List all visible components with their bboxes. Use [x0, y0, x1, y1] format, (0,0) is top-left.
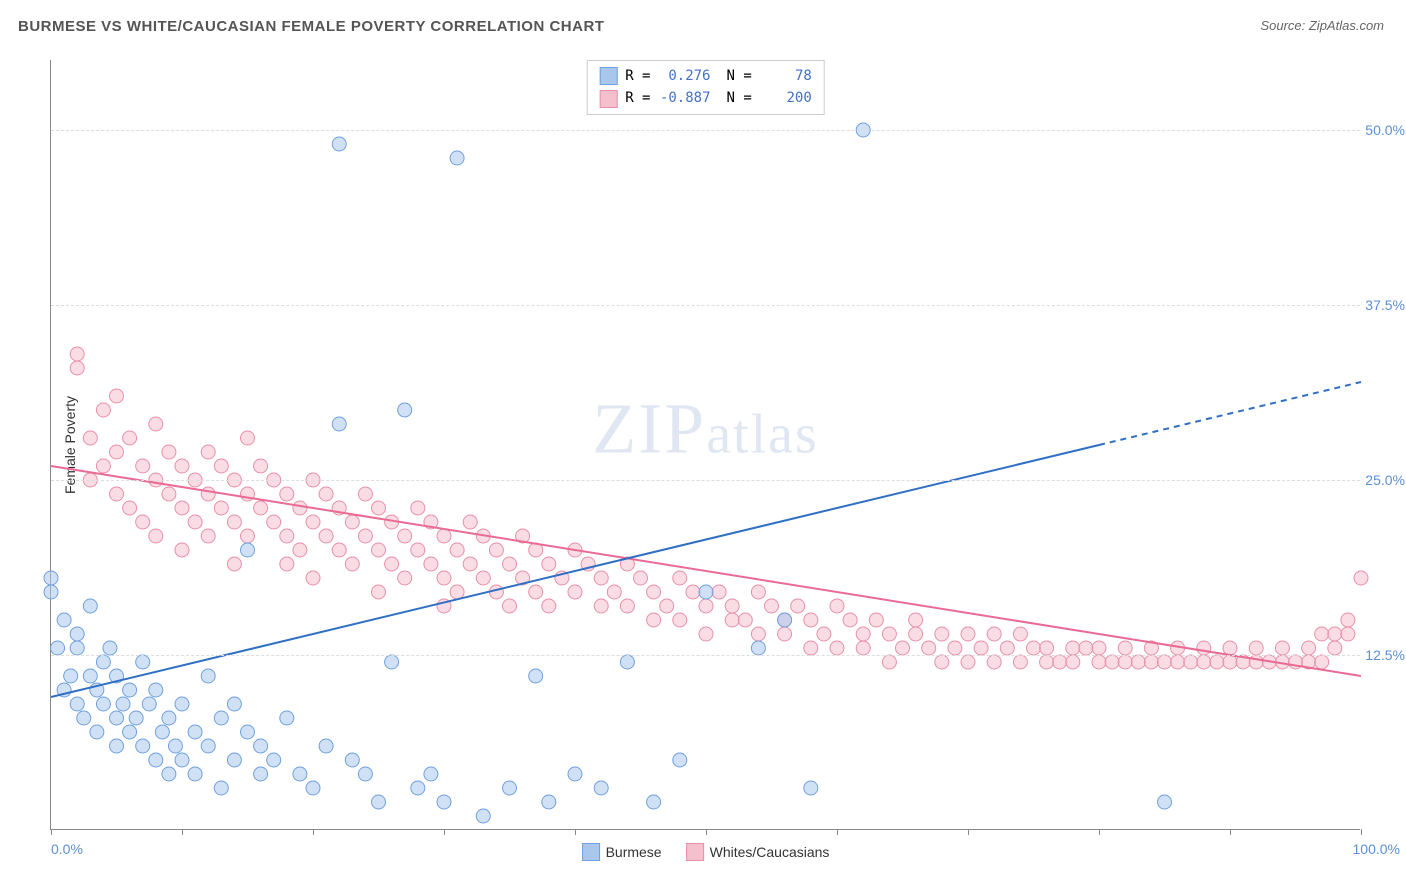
- x-tick: [1361, 829, 1362, 835]
- series-legend: Burmese Whites/Caucasians: [582, 843, 830, 861]
- x-axis-max-label: 100.0%: [1353, 841, 1400, 857]
- swatch-whites: [599, 90, 617, 108]
- x-tick: [1230, 829, 1231, 835]
- r-value-burmese: 0.276: [659, 65, 711, 87]
- y-tick-label: 37.5%: [1365, 297, 1405, 313]
- legend-item-whites: Whites/Caucasians: [686, 843, 830, 861]
- x-tick: [837, 829, 838, 835]
- legend-item-burmese: Burmese: [582, 843, 662, 861]
- r-label: R =: [625, 87, 650, 109]
- r-label: R =: [625, 65, 650, 87]
- chart-plot-area: Female Poverty ZIPatlas R = 0.276 N = 78…: [50, 60, 1360, 830]
- x-tick: [1099, 829, 1100, 835]
- n-value-whites: 200: [760, 87, 812, 109]
- x-tick: [313, 829, 314, 835]
- x-tick: [575, 829, 576, 835]
- n-label: N =: [727, 87, 752, 109]
- gridline: [51, 130, 1360, 131]
- gridline: [51, 655, 1360, 656]
- scatter-svg: [51, 60, 1360, 829]
- y-tick-label: 12.5%: [1365, 647, 1405, 663]
- swatch-burmese-icon: [582, 843, 600, 861]
- y-tick-label: 50.0%: [1365, 122, 1405, 138]
- gridline: [51, 480, 1360, 481]
- n-label: N =: [727, 65, 752, 87]
- chart-title: BURMESE VS WHITE/CAUCASIAN FEMALE POVERT…: [18, 18, 604, 35]
- x-tick: [706, 829, 707, 835]
- x-tick: [51, 829, 52, 835]
- x-tick: [444, 829, 445, 835]
- legend-label-burmese: Burmese: [606, 844, 662, 860]
- y-tick-label: 25.0%: [1365, 472, 1405, 488]
- n-value-burmese: 78: [760, 65, 812, 87]
- x-tick: [182, 829, 183, 835]
- correlation-legend: R = 0.276 N = 78 R = -0.887 N = 200: [586, 60, 825, 115]
- legend-label-whites: Whites/Caucasians: [710, 844, 830, 860]
- swatch-whites-icon: [686, 843, 704, 861]
- x-axis-min-label: 0.0%: [51, 841, 83, 857]
- legend-row-burmese: R = 0.276 N = 78: [599, 65, 812, 87]
- gridline: [51, 305, 1360, 306]
- x-tick: [968, 829, 969, 835]
- legend-row-whites: R = -0.887 N = 200: [599, 87, 812, 109]
- r-value-whites: -0.887: [659, 87, 711, 109]
- source-attribution: Source: ZipAtlas.com: [1260, 18, 1384, 33]
- swatch-burmese: [599, 67, 617, 85]
